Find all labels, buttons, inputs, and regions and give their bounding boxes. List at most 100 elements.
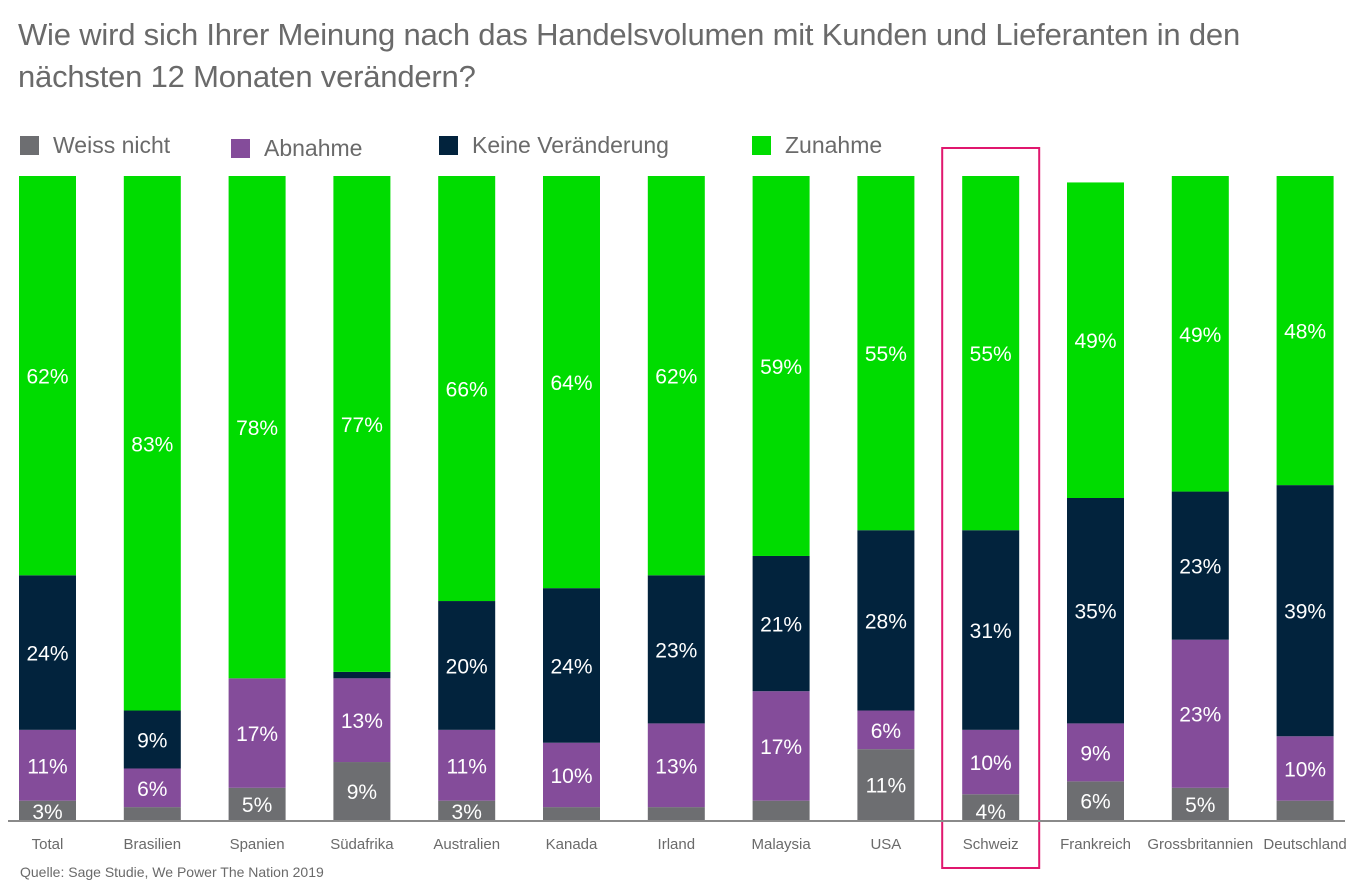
data-label-zunahme-deutschland: 48% (1284, 321, 1326, 344)
bar-segment-keine-veranderung-grossbritannien (1171, 491, 1229, 640)
x-tick-label-irland: Irland (658, 836, 696, 853)
bar-segment-weiss-nicht-australien (438, 800, 496, 820)
bar-segment-abnahme-schweiz (962, 729, 1020, 795)
bar-segment-abnahme-deutschland (1276, 736, 1334, 801)
x-tick-label-usa: USA (870, 836, 901, 853)
bar-segment-zunahme-frankreich (1067, 182, 1124, 498)
data-label-abnahme-irland: 13% (655, 755, 697, 778)
data-label-abnahme-frankreich: 9% (1080, 742, 1110, 765)
bar-segment-zunahme-deutschland (1276, 176, 1334, 486)
legend-label: Zunahme (785, 131, 883, 158)
data-label-zunahme-schweiz: 55% (970, 343, 1012, 366)
legend-swatch-weiss-nicht (20, 135, 39, 155)
legend-label: Keine Veränderung (472, 131, 669, 158)
bar-segment-keine-veranderung-australien (438, 601, 496, 730)
bar-segment-zunahme-malaysia (752, 176, 810, 556)
bar-segment-zunahme-spanien (228, 176, 286, 679)
data-label-keine-veranderung-grossbritannien: 23% (1179, 556, 1221, 579)
bar-segment-abnahme-malaysia (752, 691, 810, 801)
data-label-keine-veranderung-deutschland: 39% (1284, 601, 1326, 624)
source-note: Quelle: Sage Studie, We Power The Nation… (20, 864, 324, 880)
data-label-zunahme-sudafrika: 77% (341, 414, 383, 437)
bar-segment-abnahme-irland (647, 723, 705, 808)
data-label-zunahme-frankreich: 49% (1074, 330, 1116, 353)
x-tick-label-spanien: Spanien (230, 836, 285, 853)
x-tick-label-total: Total (32, 836, 64, 853)
legend: Weiss nicht Abnahme Keine Veränderung Zu… (0, 130, 1359, 163)
data-label-weiss-nicht-sudafrika: 9% (347, 781, 377, 804)
data-label-abnahme-usa: 6% (871, 720, 901, 743)
data-label-abnahme-brasilien: 6% (137, 778, 167, 801)
data-label-zunahme-usa: 55% (865, 343, 907, 366)
data-label-weiss-nicht-total: 3% (32, 801, 62, 824)
legend-item-abnahme: Abnahme (231, 133, 362, 163)
data-label-keine-veranderung-kanada: 24% (550, 655, 592, 678)
legend-label: Abnahme (264, 134, 363, 161)
bar-segment-abnahme-kanada (543, 742, 600, 808)
data-label-abnahme-schweiz: 10% (970, 752, 1012, 775)
bar-segment-abnahme-total (19, 729, 76, 801)
bar-segment-keine-veranderung-deutschland (1276, 485, 1334, 737)
bar-segment-keine-veranderung-usa (857, 530, 915, 711)
bar-segment-weiss-nicht-kanada (543, 807, 600, 820)
data-label-weiss-nicht-grossbritannien: 5% (1185, 794, 1215, 817)
bar-segment-keine-veranderung-irland (647, 575, 705, 724)
data-label-zunahme-kanada: 64% (550, 372, 592, 395)
x-tick-label-schweiz: Schweiz (963, 836, 1019, 853)
data-label-zunahme-australien: 66% (446, 379, 488, 402)
data-label-abnahme-sudafrika: 13% (341, 710, 383, 733)
legend-item-keine-veraenderung: Keine Veränderung (439, 130, 669, 160)
data-label-zunahme-brasilien: 83% (131, 433, 173, 456)
bar-segment-zunahme-irland (647, 176, 705, 576)
chart-title: Wie wird sich Ihrer Meinung nach das Han… (18, 17, 1240, 94)
data-label-keine-veranderung-malaysia: 21% (760, 614, 802, 637)
data-label-abnahme-kanada: 10% (550, 765, 592, 788)
x-tick-label-australien: Australien (433, 836, 500, 853)
data-label-abnahme-grossbritannien: 23% (1179, 704, 1221, 727)
x-tick-label-frankreich: Frankreich (1060, 836, 1131, 853)
data-label-keine-veranderung-schweiz: 31% (970, 620, 1012, 643)
bar-segment-weiss-nicht-schweiz (962, 794, 1020, 820)
bar-segment-zunahme-sudafrika (333, 176, 391, 672)
bar-segment-keine-veranderung-brasilien (123, 710, 181, 769)
bar-segment-weiss-nicht-malaysia (752, 800, 810, 820)
bar-segment-abnahme-grossbritannien (1171, 639, 1229, 788)
bar-segment-abnahme-sudafrika (333, 678, 391, 763)
bar-segment-weiss-nicht-irland (647, 807, 705, 820)
bar-segment-keine-veranderung-frankreich (1067, 498, 1124, 724)
data-label-zunahme-grossbritannien: 49% (1179, 324, 1221, 347)
bar-segment-weiss-nicht-brasilien (123, 807, 181, 820)
legend-item-weiss-nicht: Weiss nicht (20, 130, 170, 160)
data-label-keine-veranderung-irland: 23% (655, 639, 697, 662)
bar-segment-weiss-nicht-sudafrika (333, 762, 391, 820)
data-label-weiss-nicht-frankreich: 6% (1080, 791, 1110, 814)
bar-segment-weiss-nicht-spanien (228, 787, 286, 820)
legend-swatch-zunahme (752, 135, 771, 155)
highlight-box-schweiz (941, 147, 1041, 869)
data-label-keine-veranderung-australien: 20% (446, 655, 488, 678)
data-label-abnahme-malaysia: 17% (760, 736, 802, 759)
bar-segment-keine-veranderung-kanada (543, 588, 600, 743)
bar-segment-abnahme-australien (438, 729, 496, 801)
bar-segment-abnahme-frankreich (1067, 723, 1124, 782)
data-label-keine-veranderung-total: 24% (26, 643, 68, 666)
bar-segment-abnahme-brasilien (123, 768, 181, 808)
data-label-abnahme-spanien: 17% (236, 723, 278, 746)
legend-swatch-keine-veraenderung (439, 135, 458, 155)
bar-segment-zunahme-total (19, 176, 76, 576)
x-tick-label-grossbritannien: Grossbritannien (1147, 836, 1253, 853)
bar-segment-keine-veranderung-schweiz (962, 530, 1020, 730)
x-tick-label-sudafrika: Südafrika (330, 836, 394, 853)
bar-segment-abnahme-usa (857, 710, 915, 750)
bar-segment-abnahme-spanien (228, 678, 286, 788)
data-label-abnahme-total: 11% (27, 755, 67, 778)
data-label-weiss-nicht-australien: 3% (452, 801, 482, 824)
data-label-weiss-nicht-spanien: 5% (242, 794, 272, 817)
bar-segment-zunahme-grossbritannien (1171, 176, 1229, 492)
bar-segment-zunahme-australien (438, 176, 496, 602)
bar-segment-zunahme-brasilien (123, 176, 181, 711)
x-tick-label-kanada: Kanada (546, 836, 598, 853)
bar-segment-weiss-nicht-total (19, 800, 76, 820)
data-label-zunahme-total: 62% (26, 366, 68, 389)
